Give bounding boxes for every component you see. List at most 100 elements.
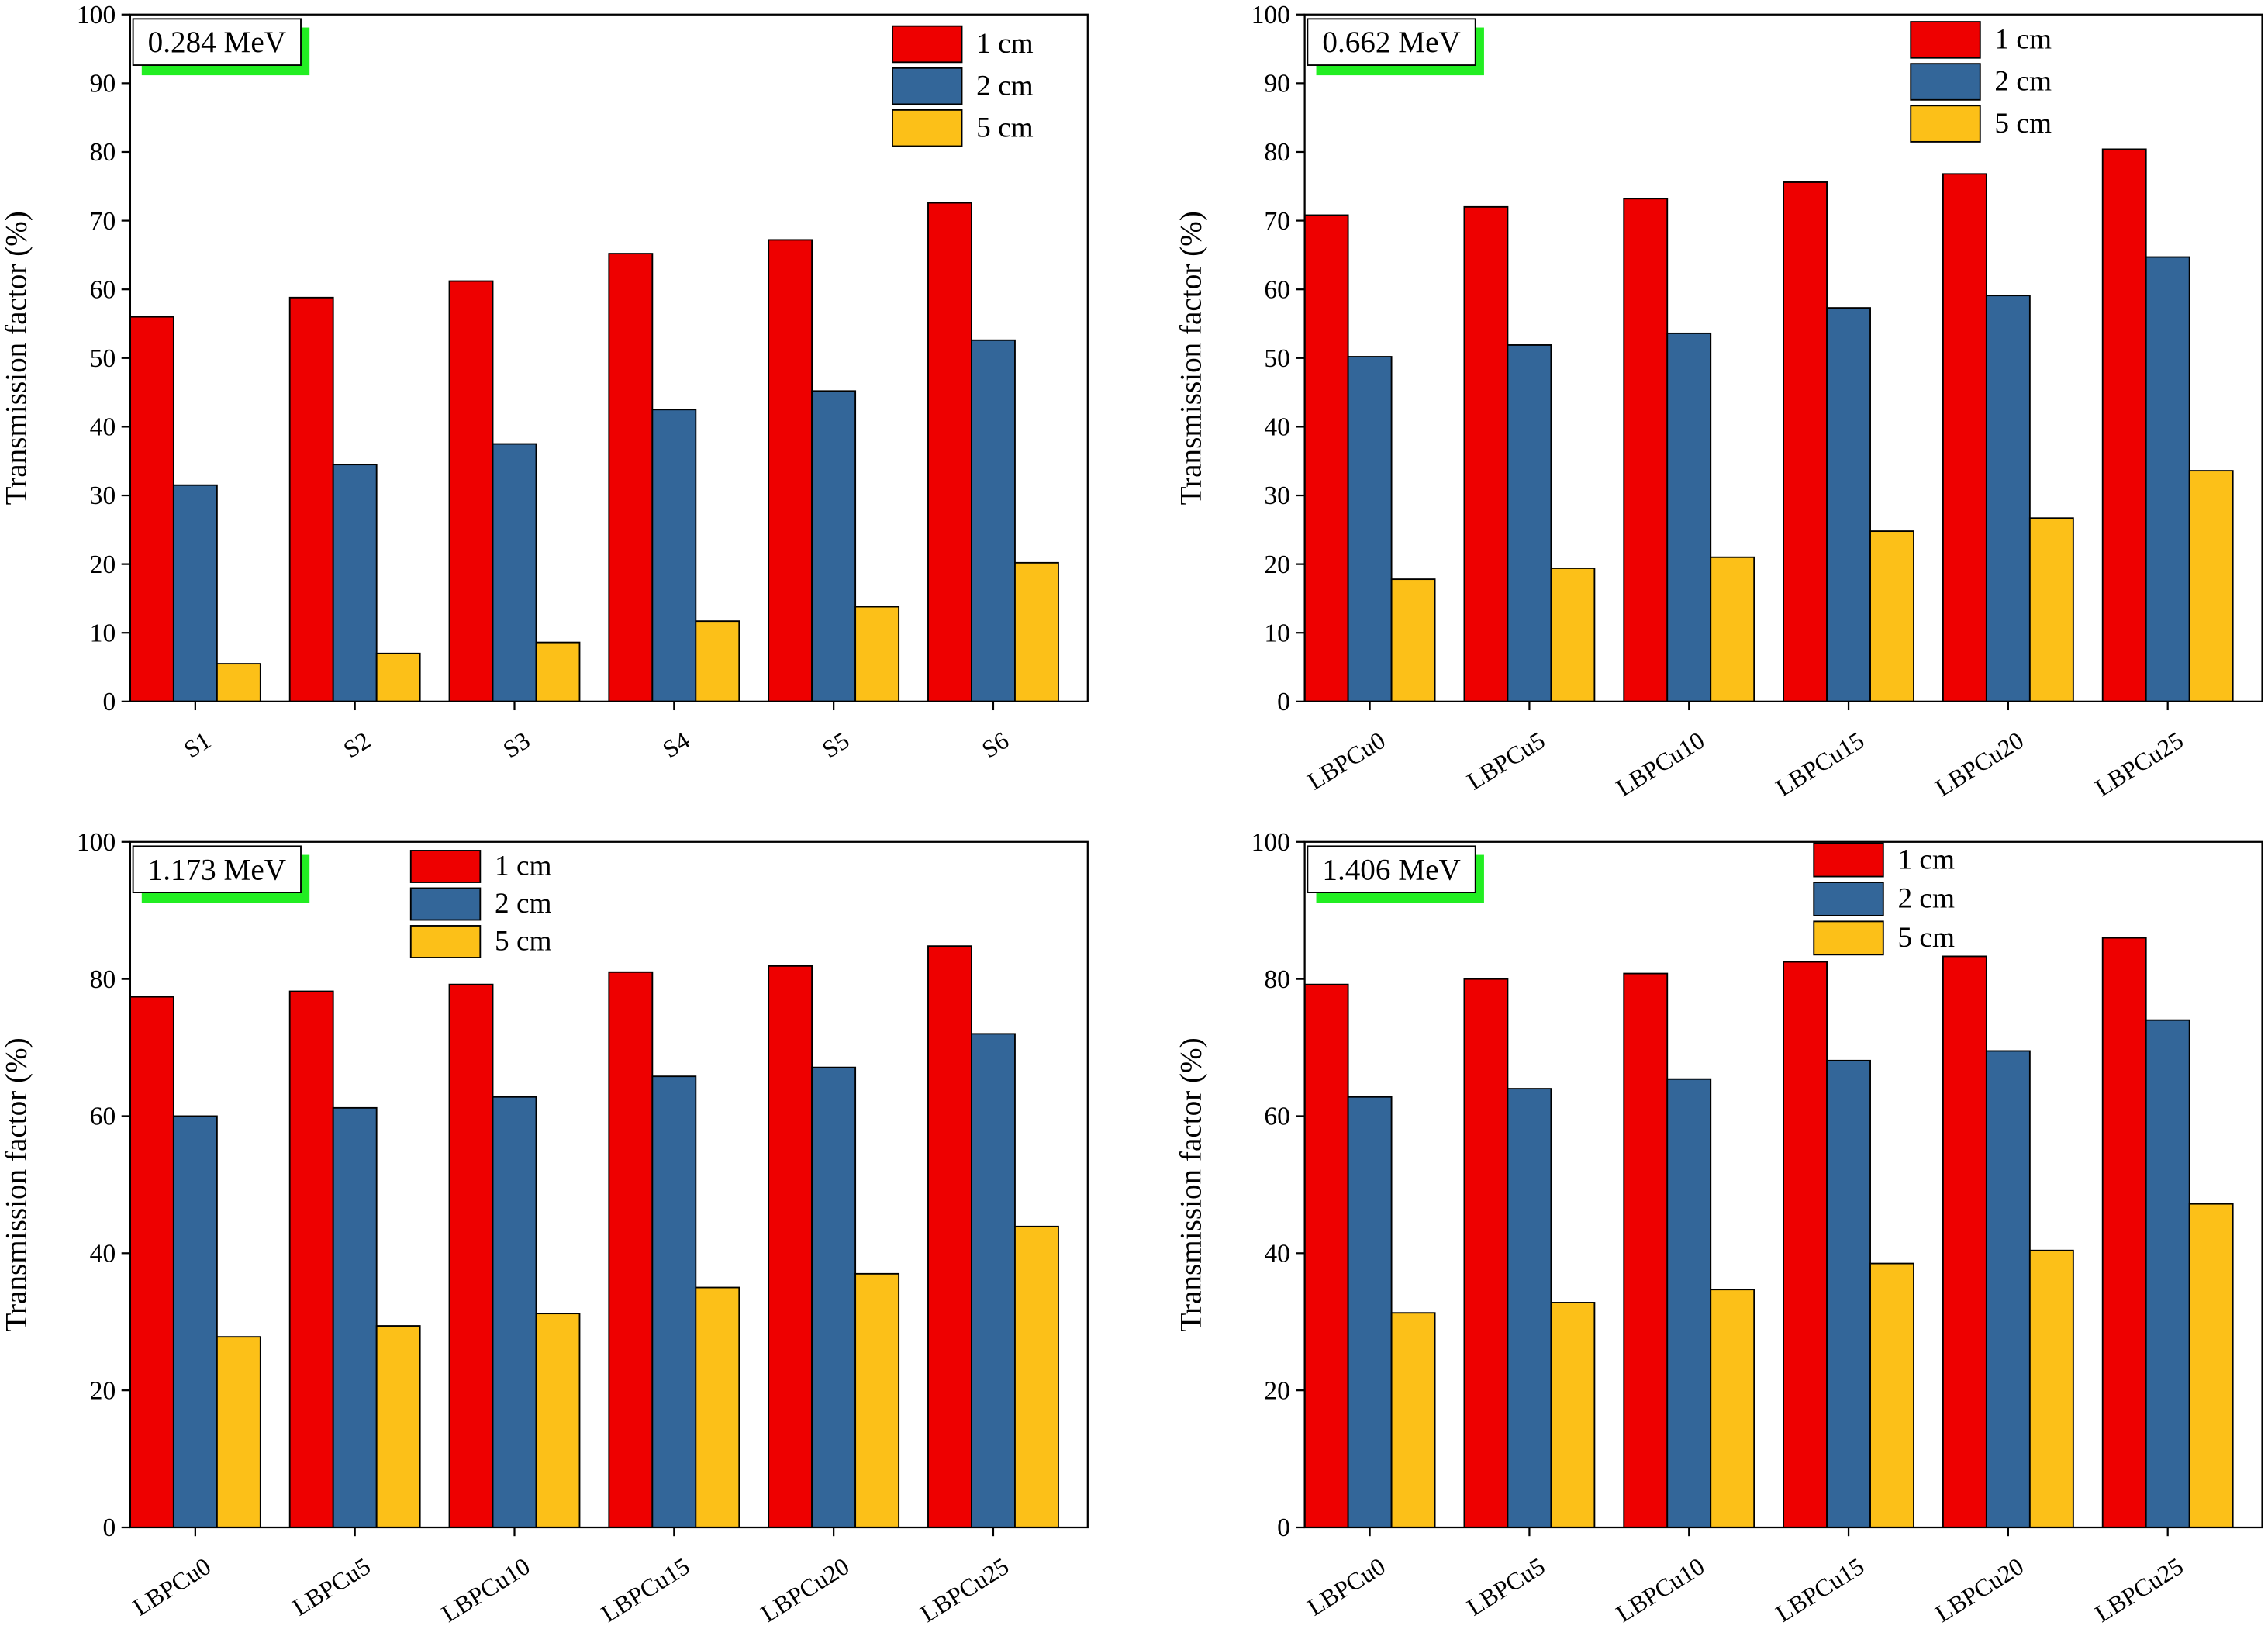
bar [1710,1289,1755,1528]
bar [375,1325,421,1528]
bar [2188,470,2234,702]
x-tick-label: LBPCu0 [128,1552,216,1621]
legend-swatch [1813,920,1884,956]
annotation-box [1307,18,1476,66]
bar [288,296,334,702]
x-tick-label: S4 [658,727,694,764]
bar [1985,1050,2031,1528]
y-tick-label: 30 [90,481,116,510]
x-tick-label: LBPCu5 [288,1552,375,1621]
bar [1710,556,1755,702]
y-tick-label: 100 [77,1,116,29]
bar [129,316,174,702]
bar [129,996,174,1528]
plot-frame [129,13,1089,702]
y-tick-label: 20 [1264,1376,1290,1405]
y-tick-label: 0 [1277,1513,1290,1542]
bar [1666,1078,1712,1528]
bar [651,409,697,702]
legend-swatch [409,925,482,958]
x-tick-label: LBPCu20 [1931,727,2028,802]
bar [332,464,378,702]
legend-label: 5 cm [976,112,1034,143]
bar [375,652,421,702]
legend-swatch [1813,882,1884,916]
bar [1942,955,1987,1528]
legend-swatch [1910,63,1981,101]
legend-label: 5 cm [1897,922,1955,954]
bar [1463,978,1509,1528]
y-tick-label: 70 [90,207,116,236]
bar [1507,344,1552,702]
bar [492,443,537,702]
bar [927,202,972,702]
y-axis-label: Transmission factor (%) [0,211,33,505]
bar [854,606,900,702]
bar [172,1115,218,1528]
bar [695,1286,740,1528]
y-tick-label: 0 [1277,688,1290,716]
bar [2188,1203,2234,1528]
bar [448,983,494,1528]
y-tick-label: 20 [90,1376,116,1405]
bar [1869,530,1914,702]
bar [608,253,654,702]
x-tick-label: LBPCu5 [1462,1552,1550,1621]
bar [651,1075,697,1528]
y-tick-label: 80 [90,138,116,167]
x-tick-label: LBPCu0 [1303,1552,1390,1621]
x-tick-label: LBPCu15 [596,1552,694,1627]
bar [172,484,218,702]
bar [811,1066,857,1528]
y-tick-label: 90 [1264,70,1290,98]
legend-swatch [409,887,482,921]
x-tick-label: LBPCu25 [2090,1552,2188,1627]
y-tick-label: 40 [1264,1240,1290,1268]
bar [1550,1302,1596,1528]
y-axis-label: Transmission factor (%) [1174,211,1207,505]
bar [216,1336,261,1528]
bar [288,990,334,1528]
legend-label: 1 cm [1897,844,1955,875]
y-tick-label: 40 [1264,413,1290,442]
legend-swatch [892,25,963,64]
bar [1985,295,2031,702]
legend-label: 2 cm [976,70,1034,102]
bar [1826,1059,1871,1528]
bar [2028,517,2074,702]
y-tick-label: 30 [1264,481,1290,510]
bar [1623,972,1669,1528]
y-tick-label: 60 [90,275,116,304]
x-tick-label: LBPCu20 [756,1552,854,1627]
bar [1623,198,1669,702]
legend-swatch [1910,21,1981,59]
bar [1783,961,1828,1528]
bar [1390,578,1436,702]
x-tick-label: LBPCu0 [1303,727,1390,796]
x-tick-label: LBPCu15 [1771,727,1869,802]
y-tick-label: 80 [1264,965,1290,994]
x-tick-label: LBPCu25 [2090,727,2188,802]
y-tick-label: 60 [1264,275,1290,304]
legend-label: 1 cm [495,851,552,882]
legend-label: 5 cm [495,926,552,958]
y-axis-label: Transmission factor (%) [1174,1037,1207,1331]
bar [535,1313,581,1528]
y-tick-label: 0 [102,688,116,716]
bar [1303,983,1349,1528]
bar [1390,1312,1436,1528]
legend-swatch [1910,105,1981,143]
y-tick-label: 10 [1264,619,1290,647]
y-tick-label: 100 [1251,1,1290,29]
y-tick-label: 100 [1251,828,1290,857]
y-tick-label: 70 [1264,207,1290,236]
annotation-box [1307,845,1476,894]
bar [448,280,494,702]
bar [1783,181,1828,702]
annotation: 0.284 MeV [148,26,286,59]
x-tick-label: LBPCu10 [1611,1552,1709,1627]
y-tick-label: 100 [77,828,116,857]
legend-label: 1 cm [976,28,1034,60]
bar [2028,1249,2074,1528]
bar [695,620,740,702]
